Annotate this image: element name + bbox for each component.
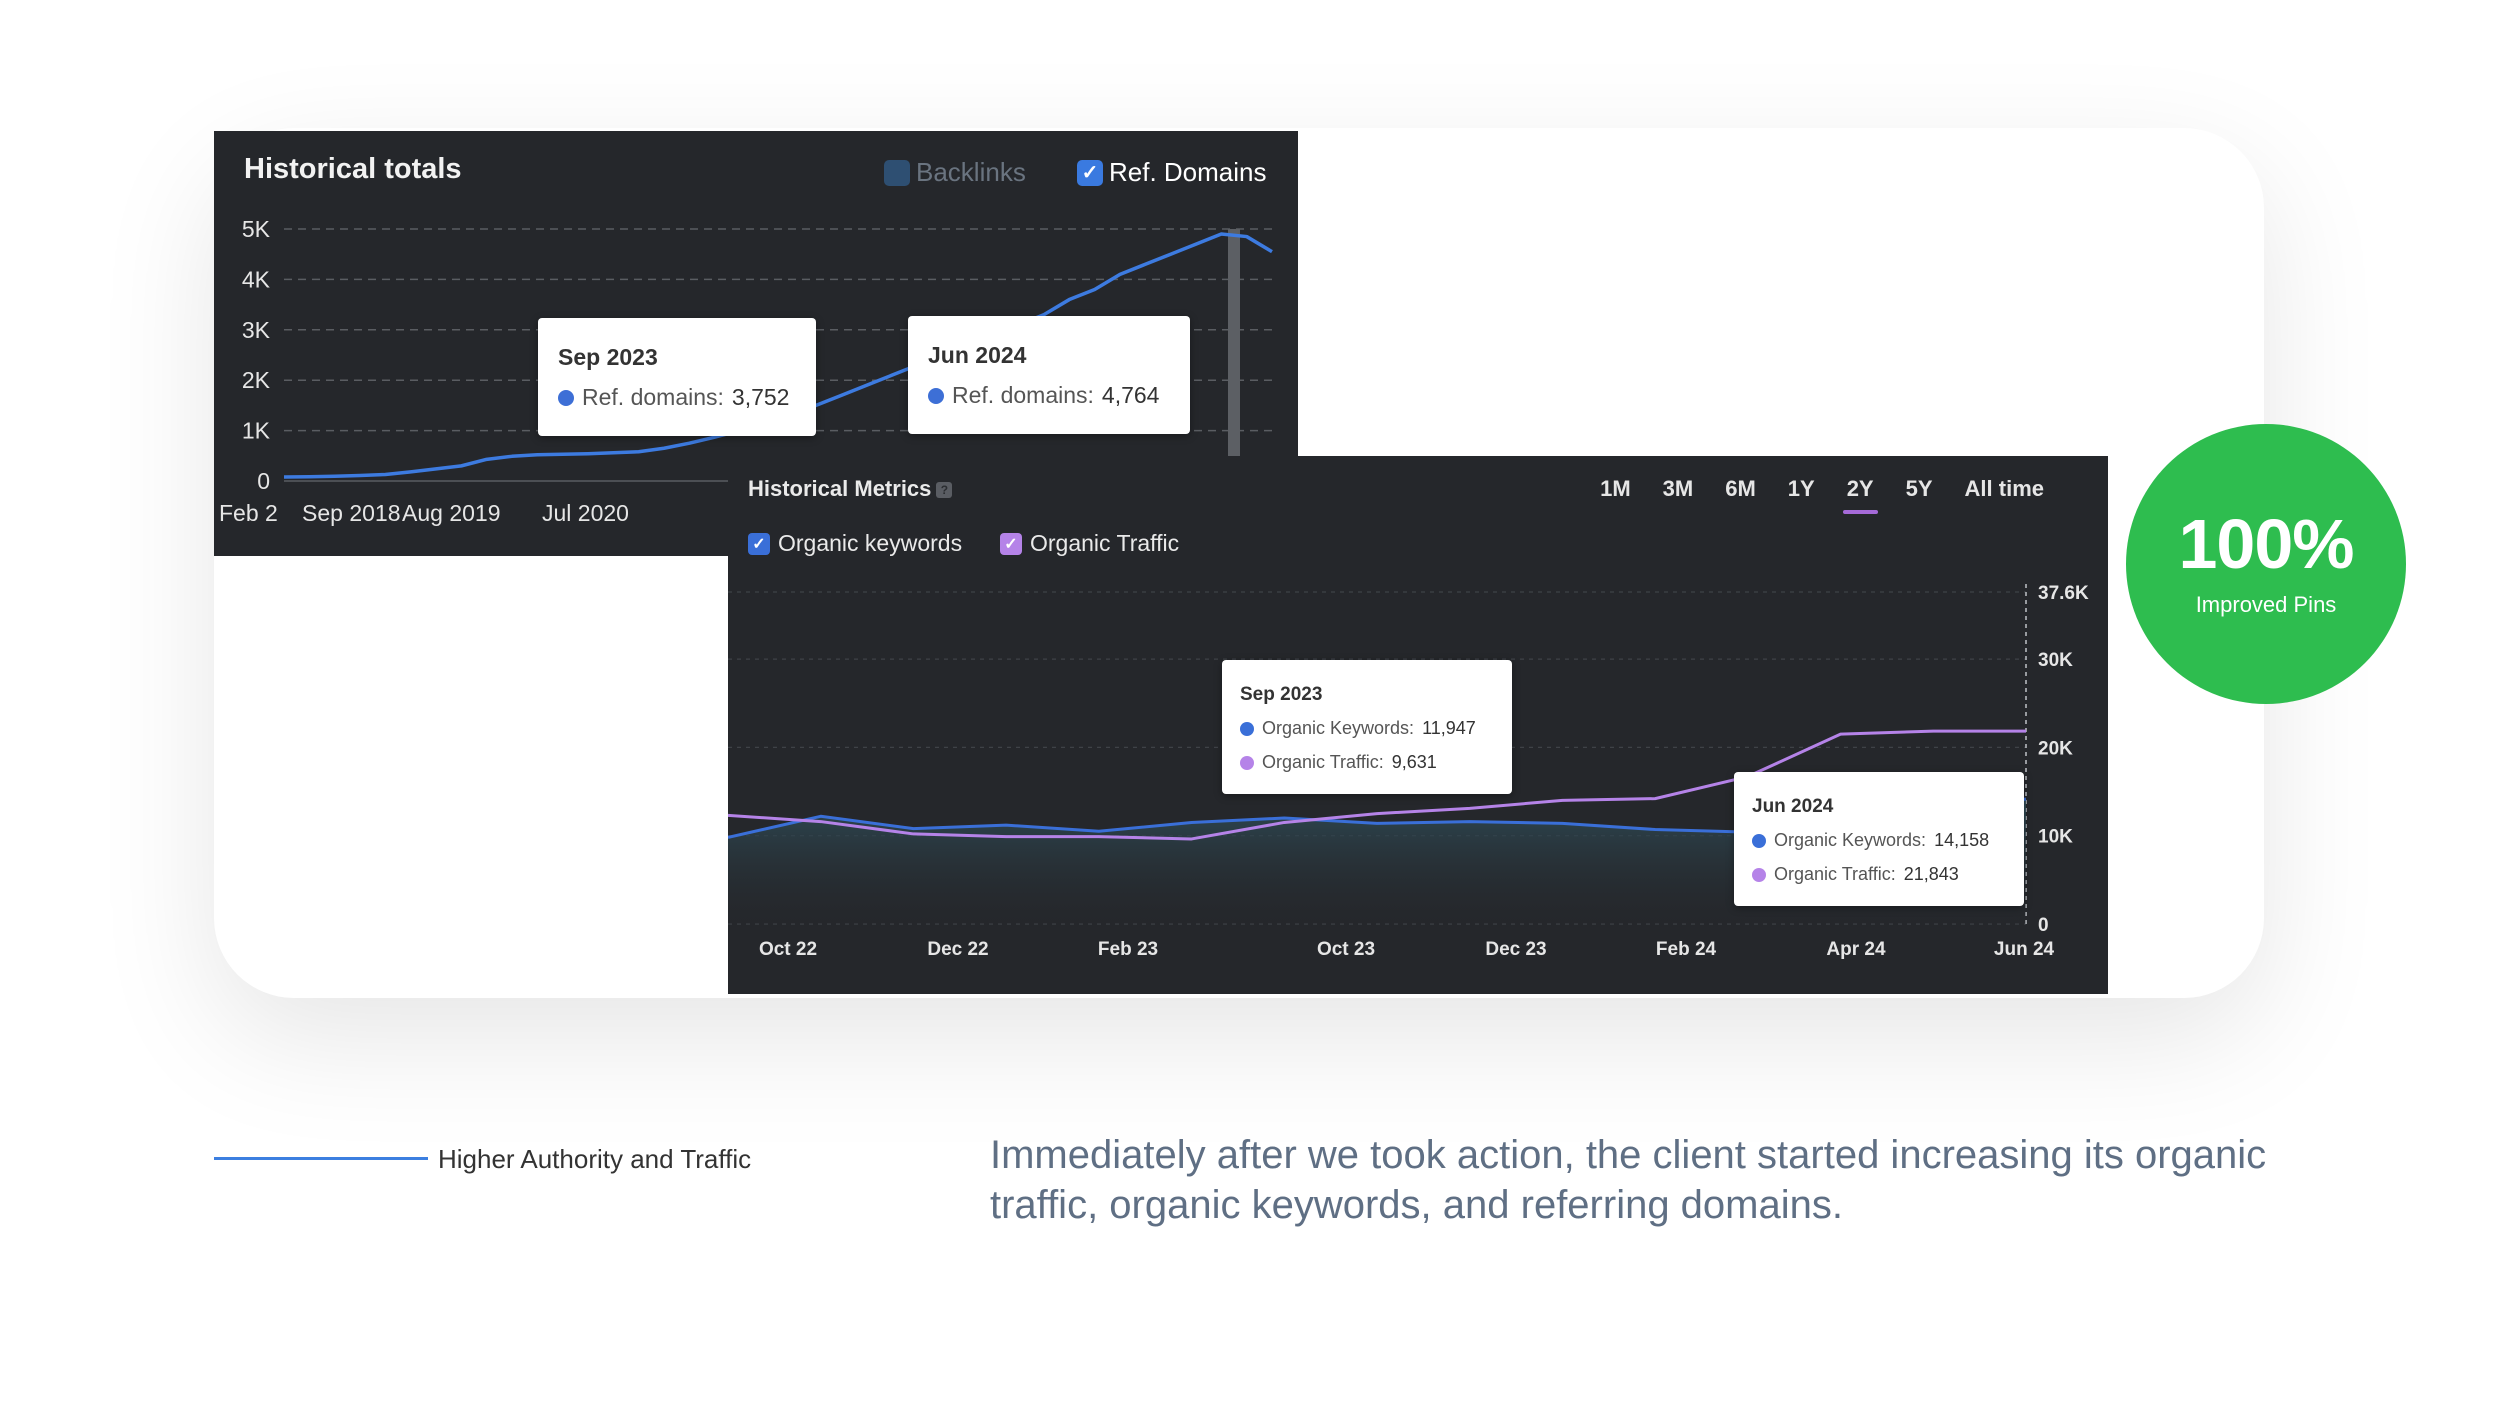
x-tick-label: Feb 24: [1656, 939, 1717, 960]
tooltip-value: 11,947: [1422, 718, 1476, 738]
x-tick-label: Jul 2020: [542, 500, 629, 526]
tooltip-value: 14,158: [1934, 830, 1990, 850]
legend-ref-domains[interactable]: ✓ Ref. Domains: [1077, 157, 1267, 188]
y-tick-label: 0: [257, 468, 270, 494]
badge-label: Improved Pins: [2195, 592, 2337, 617]
x-tick-label: Dec 22: [927, 939, 988, 960]
y-tick-label: 10K: [2038, 827, 2073, 848]
legend-organic-keywords-label: Organic keywords: [778, 530, 963, 556]
tooltip-value: 9,631: [1391, 752, 1437, 772]
tooltip-date: Sep 2023: [558, 344, 658, 370]
tooltip-label: Organic Keywords:: [1774, 830, 1927, 850]
tooltip-label: Ref. domains:: [952, 382, 1094, 408]
range-all-time[interactable]: All time: [1964, 476, 2044, 501]
tooltip-row: Organic Traffic: 21,843: [1752, 864, 1959, 885]
range-1y[interactable]: 1Y: [1787, 476, 1815, 501]
y-tick-label: 1K: [242, 418, 271, 444]
caption-text: Higher Authority and Traffic: [438, 1144, 752, 1174]
legend-backlinks-label: Backlinks: [916, 157, 1026, 187]
x-tick-label: Feb 2: [219, 500, 278, 526]
tooltip-row: Organic Keywords: 14,158: [1752, 830, 1989, 851]
series-dot-icon: [1752, 833, 1766, 848]
x-tick-label: Feb 23: [1098, 939, 1158, 960]
legend-organic-keywords[interactable]: ✓ Organic keywords: [748, 530, 962, 557]
legend-backlinks[interactable]: Backlinks: [884, 157, 1026, 188]
tooltip-jun-2024-ref: Jun 2024 Ref. domains: 4,764: [908, 316, 1190, 434]
historical-totals-title: Historical totals: [244, 153, 462, 185]
ref-domains-checkbox[interactable]: ✓: [1077, 159, 1103, 186]
organic-keywords-checkbox[interactable]: ✓: [748, 532, 770, 555]
organic-keywords-area: [728, 798, 2026, 924]
y-tick-label: 20K: [2038, 738, 2073, 759]
caption-line: [214, 1157, 428, 1160]
tooltip-date: Sep 2023: [1240, 684, 1323, 705]
tooltip-value: 21,843: [1903, 864, 1959, 884]
tooltip-row: Ref. domains: 3,752: [558, 384, 789, 411]
badge-percent: 100%: [2178, 505, 2354, 583]
tooltip-sep-2023-ref: Sep 2023 Ref. domains: 3,752: [538, 318, 816, 436]
range-6m[interactable]: 6M: [1725, 476, 1756, 501]
tooltip-sep-2023-metrics: Sep 2023 Organic Keywords: 11,947 Organi…: [1222, 660, 1512, 794]
historical-totals-chart: 0 1K 2K 3K 4K 5K Feb 2 Sep 2018 Aug 2019 Jul 2020…: [219, 216, 1276, 526]
range-5y[interactable]: 5Y: [1905, 476, 1933, 501]
x-tick-label: Aug 2019: [402, 500, 500, 526]
tooltip-label: Organic Traffic:: [1262, 752, 1384, 772]
backlinks-checkbox[interactable]: [884, 159, 910, 186]
historical-metrics-title-text: Historical Metrics: [748, 476, 932, 501]
y-tick-label: 37.6K: [2038, 583, 2089, 604]
x-tick-label: Oct 23: [1317, 939, 1375, 960]
y-tick-label: 30K: [2038, 650, 2073, 671]
tooltip-label: Ref. domains:: [582, 384, 724, 410]
x-tick-label: Apr 24: [1826, 939, 1886, 960]
series-dot-icon: [1240, 755, 1254, 770]
series-dot-icon: [1752, 867, 1766, 882]
tooltip-value: 4,764: [1101, 382, 1160, 408]
tooltip-label: Organic Keywords:: [1262, 718, 1415, 738]
crosshair: [1228, 229, 1240, 459]
tooltip-row: Organic Traffic: 9,631: [1240, 752, 1437, 773]
historical-metrics-title: Historical Metrics?: [748, 476, 953, 502]
tooltip-jun-2024-metrics: Jun 2024 Organic Keywords: 14,158 Organi…: [1734, 772, 2024, 906]
tooltip-date: Jun 2024: [1752, 796, 1834, 817]
legend-ref-domains-label: Ref. Domains: [1109, 157, 1267, 187]
series-dot-icon: [1240, 721, 1254, 736]
tooltip-value: 3,752: [731, 384, 790, 410]
y-tick-label: 3K: [242, 317, 271, 343]
x-tick-label: Dec 23: [1485, 939, 1546, 960]
y-tick-label: 2K: [242, 367, 271, 393]
organic-traffic-checkbox[interactable]: ✓: [1000, 532, 1022, 555]
range-selector: 1M 3M 6M 1Y 2Y 5Y All time: [1584, 476, 2060, 514]
x-tick-label: Oct 22: [759, 939, 817, 960]
organic-traffic-line: [728, 729, 2026, 841]
improved-pins-badge: 100% Improved Pins: [2126, 424, 2406, 704]
range-1m[interactable]: 1M: [1600, 476, 1631, 501]
legend-organic-traffic[interactable]: ✓ Organic Traffic: [1000, 530, 1179, 557]
range-2y[interactable]: 2Y: [1831, 476, 1890, 514]
tooltip-row: Organic Keywords: 11,947: [1240, 718, 1476, 739]
tooltip-label: Organic Traffic:: [1774, 864, 1896, 884]
help-icon[interactable]: ?: [936, 482, 953, 498]
legend-organic-traffic-label: Organic Traffic: [1030, 530, 1180, 556]
historical-metrics-chart: 0 10K 20K 30K 37.6K Oct 22 Dec 22 Feb 23 Oct 23 D…: [728, 583, 2089, 960]
y-tick-label: 4K: [242, 266, 271, 292]
series-dot-icon: [928, 387, 944, 404]
description-text: Immediately after we took action, the cl…: [990, 1133, 2267, 1227]
range-3m[interactable]: 3M: [1662, 476, 1694, 501]
tooltip-date: Jun 2024: [928, 342, 1027, 368]
x-tick-label: Jun 24: [1994, 939, 2055, 960]
y-tick-label: 5K: [242, 216, 271, 242]
y-tick-label: 0: [2038, 915, 2049, 936]
x-tick-label: Sep 2018: [302, 500, 400, 526]
series-dot-icon: [558, 389, 574, 406]
tooltip-row: Ref. domains: 4,764: [928, 382, 1159, 409]
